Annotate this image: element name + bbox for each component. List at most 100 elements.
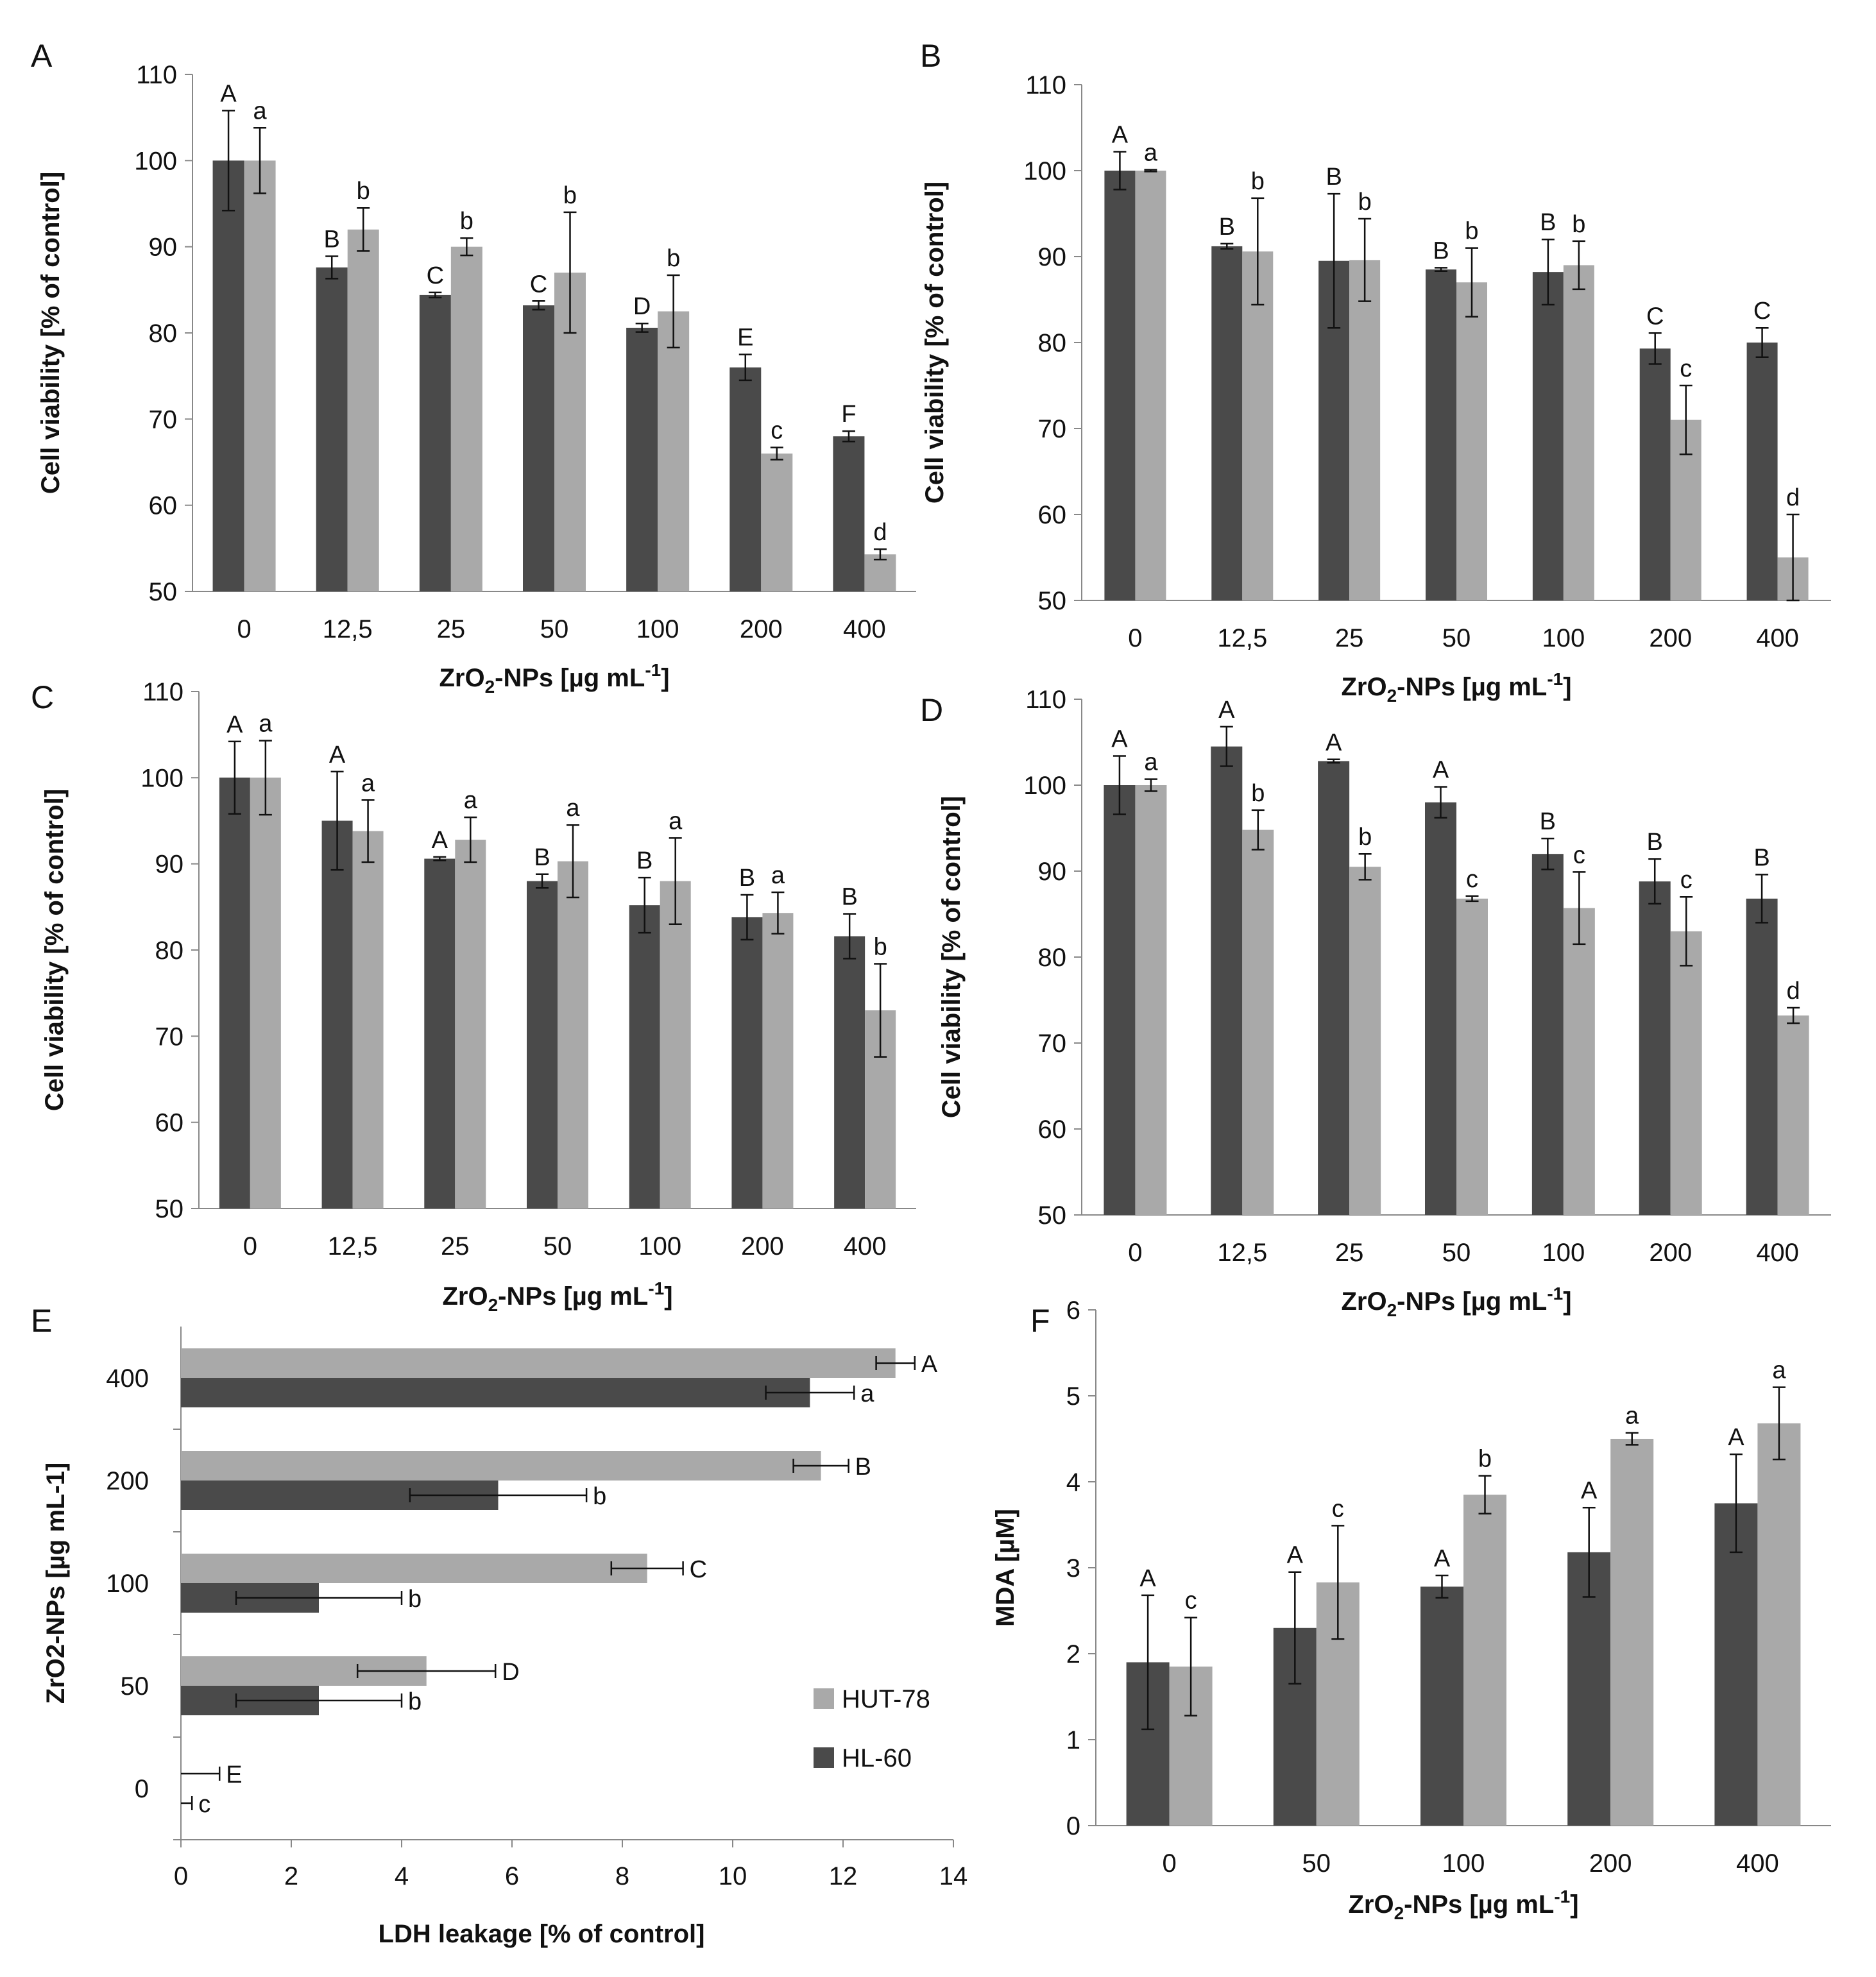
x-tick-label: 50 <box>1442 624 1471 652</box>
x-tick-label: 100 <box>636 615 679 643</box>
x-tick-label: 8 <box>615 1862 629 1890</box>
bar-hl60 <box>316 267 348 591</box>
bar-hl60 <box>1211 246 1243 600</box>
bar-hl60 <box>629 905 660 1209</box>
y-tick-label: 60 <box>1038 501 1067 529</box>
bar-hut78 <box>1563 265 1594 600</box>
bar-hut78 <box>660 881 691 1209</box>
significance-letter: b <box>1572 211 1585 238</box>
x-tick-label: 200 <box>741 1232 784 1260</box>
x-tick-label: 50 <box>543 1232 572 1260</box>
x-tick-label: 400 <box>844 1232 887 1260</box>
legend-swatch-hl60 <box>814 1747 834 1768</box>
bar-hl60 <box>424 858 456 1209</box>
x-tick-label: 0 <box>243 1232 257 1260</box>
significance-letter: b <box>408 1586 422 1613</box>
significance-letter: a <box>771 862 785 889</box>
y-tick-label: 70 <box>1038 1030 1067 1058</box>
y-tick-label: 100 <box>106 1570 149 1598</box>
significance-letter: A <box>921 1351 938 1378</box>
y-tick-label: 90 <box>149 233 178 262</box>
y-axis-title: MDA [µM] <box>991 1509 1019 1627</box>
x-tick-label: 6 <box>505 1862 519 1890</box>
y-tick-label: 80 <box>149 319 178 348</box>
legend-label-hut78: HUT-78 <box>842 1685 930 1713</box>
significance-letter: B <box>1326 164 1342 191</box>
bar-hl60 <box>523 305 554 591</box>
significance-letter: A <box>1218 697 1235 724</box>
significance-letter: A <box>226 711 243 738</box>
y-tick-label: 0 <box>1066 1812 1080 1840</box>
significance-letter: A <box>329 742 346 768</box>
bar-hl60 <box>1104 785 1136 1215</box>
y-tick-label: 4 <box>1066 1468 1080 1497</box>
significance-letter: B <box>1540 209 1556 236</box>
bar-hl60 <box>1714 1503 1758 1826</box>
significance-letter: F <box>841 401 856 428</box>
x-tick-label: 200 <box>1649 624 1692 652</box>
y-tick-label: 70 <box>1038 415 1067 443</box>
significance-letter: b <box>1358 189 1372 216</box>
x-tick-label: 0 <box>1128 624 1142 652</box>
x-tick-label: 0 <box>237 615 251 643</box>
x-tick-label: 25 <box>1335 624 1364 652</box>
significance-letter: B <box>1647 829 1663 856</box>
panel-C: C 50 60 70 80 90 100 110 0 A a 12,5 Aa 25 Aa 50 Ba 100 Ba 2… <box>31 678 916 1315</box>
significance-letter: d <box>873 519 887 546</box>
bar-hl60 <box>321 820 353 1209</box>
significance-letter: A <box>1139 1565 1156 1592</box>
significance-letter: C <box>1646 303 1664 330</box>
significance-letter: c <box>1332 1495 1344 1522</box>
bar-hut78 <box>658 311 690 591</box>
x-axis-title: ZrO2-NPs [µg mL-1] <box>442 1278 672 1315</box>
x-tick-label: 10 <box>719 1862 747 1890</box>
x-axis-title: ZrO2-NPs [µg mL-1] <box>1341 1284 1571 1320</box>
y-tick-label: 100 <box>134 147 177 175</box>
x-tick-label: 25 <box>1335 1239 1364 1267</box>
x-tick-label: 0 <box>174 1862 188 1890</box>
x-tick-label: 0 <box>1128 1239 1142 1267</box>
bar-hut78 <box>1777 1015 1809 1215</box>
significance-letter: a <box>259 711 273 738</box>
y-tick-label: 50 <box>149 578 178 606</box>
x-tick-label: 12,5 <box>328 1232 378 1260</box>
significance-letter: E <box>737 325 753 352</box>
bar-hl60 <box>1639 348 1671 600</box>
y-tick-label: 200 <box>106 1467 149 1495</box>
panel-letter: C <box>31 679 54 715</box>
y-axis-title: Cell viability [% of control] <box>937 796 966 1118</box>
panel-B: B 50 60 70 80 90 100 110 0 Aa 12,5 Bb 25 Bb 50 Bb 100 B b 2… <box>920 38 1831 706</box>
panel-letter: A <box>31 38 53 74</box>
x-tick-label: 4 <box>395 1862 409 1890</box>
y-axis-title: Cell viability [% of control] <box>921 182 949 504</box>
x-tick-label: 25 <box>441 1232 470 1260</box>
significance-letter: E <box>226 1761 242 1788</box>
bar-hut78 <box>1242 251 1274 601</box>
panel-letter: E <box>31 1303 52 1339</box>
significance-letter: D <box>502 1659 519 1686</box>
x-tick-label: 50 <box>1442 1239 1471 1267</box>
panel-letter: F <box>1030 1303 1050 1339</box>
significance-letter: c <box>1680 867 1693 894</box>
x-tick-label: 400 <box>843 615 886 643</box>
y-tick-label: 0 <box>135 1775 149 1803</box>
y-tick-label: 400 <box>106 1364 149 1393</box>
x-tick-label: 12,5 <box>1217 624 1267 652</box>
x-tick-label: 12 <box>829 1862 858 1890</box>
bar-hl60 <box>833 436 865 591</box>
significance-letter: c <box>771 418 783 445</box>
y-tick-label: 110 <box>136 61 177 89</box>
significance-letter: C <box>1753 298 1771 325</box>
bar-hut78 <box>1456 898 1488 1215</box>
significance-letter: B <box>324 226 340 253</box>
significance-letter: b <box>1251 168 1265 195</box>
significance-letter: C <box>690 1556 707 1583</box>
bar-hut78 <box>1135 785 1167 1215</box>
bar-hut78 <box>558 861 588 1209</box>
bar-hl60 <box>419 294 451 591</box>
panel-letter: D <box>920 692 943 728</box>
bar-hl60 <box>212 160 244 592</box>
bar-hl60 <box>219 777 250 1209</box>
x-tick-label: 14 <box>939 1862 968 1890</box>
y-axis-title: Cell viability [% of control] <box>37 172 65 494</box>
